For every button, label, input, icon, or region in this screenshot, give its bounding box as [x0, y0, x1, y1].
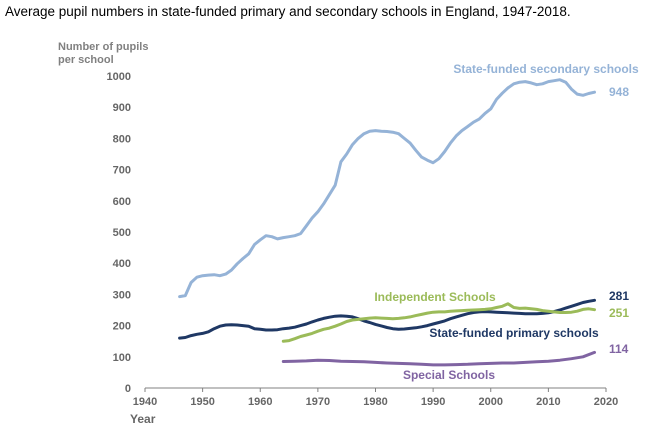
- y-tick-label: 500: [113, 227, 131, 239]
- y-tick-label: 400: [113, 258, 131, 270]
- series-line-special-schools: [281, 350, 596, 367]
- y-axis-ticks: 0 100 200 300 400 500 600 700 800 900 1000: [107, 71, 131, 395]
- x-axis-ticks: 1940 1950 1960 1970 1980 1990 2000 2010 2020: [133, 388, 618, 408]
- y-tick-label: 600: [113, 196, 131, 208]
- series-line-independent-schools: [281, 302, 596, 343]
- y-tick-label: 0: [125, 383, 131, 395]
- x-tick-label: 1970: [306, 396, 330, 408]
- x-tick-label: 1960: [248, 396, 272, 408]
- series-label-independent-schools: Independent Schools: [374, 290, 496, 304]
- x-axis-label: Year: [130, 412, 156, 426]
- y-tick-label: 300: [113, 289, 131, 301]
- x-tick-label: 1990: [421, 396, 445, 408]
- y-tick-label: 800: [113, 133, 131, 145]
- end-value-label-state-funded-primary-schools: 281: [609, 289, 629, 303]
- end-value-label-independent-schools: 251: [609, 306, 629, 320]
- x-tick-label: 2000: [479, 396, 503, 408]
- y-tick-label: 200: [113, 321, 131, 333]
- y-tick-label: 1000: [107, 71, 131, 83]
- end-value-label-special-schools: 114: [609, 342, 629, 356]
- y-tick-label: 900: [113, 102, 131, 114]
- series-line-state-funded-secondary-schools: [178, 78, 596, 299]
- y-tick-label: 700: [113, 165, 131, 177]
- chart-title: Average pupil numbers in state-funded pr…: [5, 4, 571, 19]
- series-label-special-schools: Special Schools: [403, 368, 495, 382]
- x-tick-label: 1950: [190, 396, 214, 408]
- series-label-state-funded-secondary-schools: State-funded secondary schools: [453, 62, 639, 76]
- y-axis-label-line-2: per school: [58, 54, 114, 66]
- series-labels: State-funded secondary schools 948 State-f…: [374, 62, 639, 382]
- series-lines: [178, 78, 596, 367]
- x-tick-label: 2010: [536, 396, 560, 408]
- x-tick-label: 2020: [594, 396, 618, 408]
- y-tick-label: 100: [113, 352, 131, 364]
- x-tick-label: 1940: [133, 396, 157, 408]
- y-axis-label-line-1: Number of pupils: [58, 41, 148, 53]
- series-label-state-funded-primary-schools: State-funded primary schools: [429, 326, 599, 340]
- end-value-label-state-funded-secondary-schools: 948: [609, 85, 629, 99]
- series-line-state-funded-primary-schools: [178, 298, 596, 340]
- x-tick-label: 1980: [363, 396, 387, 408]
